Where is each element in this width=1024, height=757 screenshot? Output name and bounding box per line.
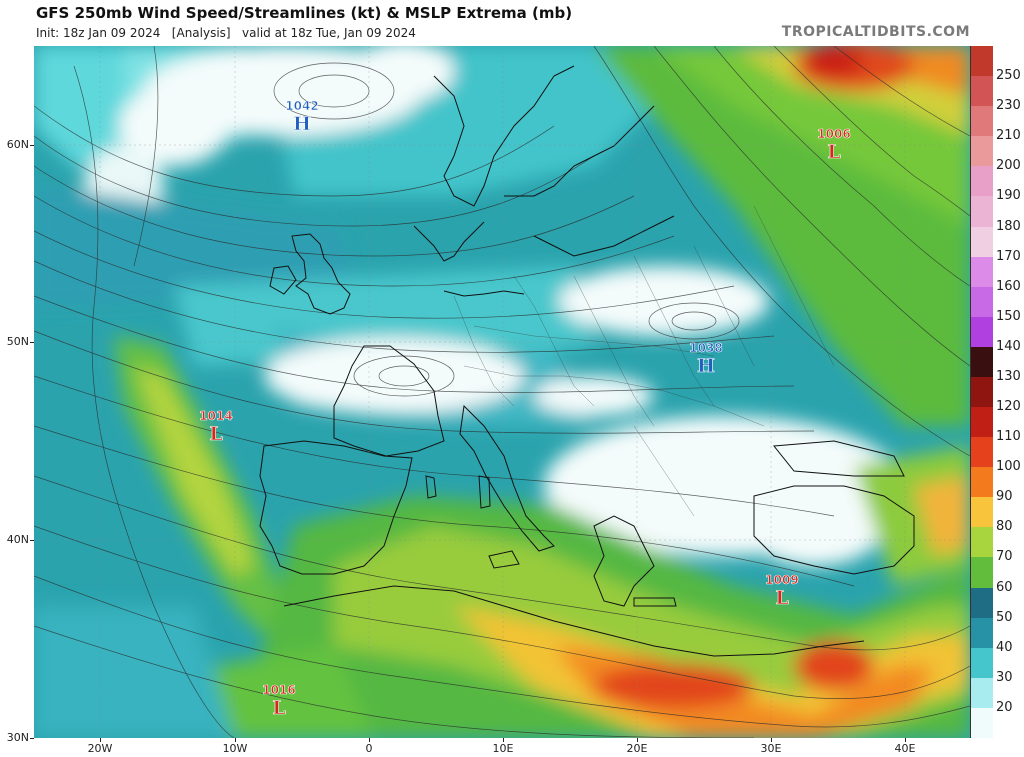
longitude-tick bbox=[771, 738, 772, 742]
latitude-label: 30N bbox=[6, 731, 29, 744]
colorbar-tick-label: 30 bbox=[996, 669, 1013, 685]
colorbar-swatch bbox=[971, 346, 993, 378]
colorbar-tick-label: 60 bbox=[996, 579, 1013, 595]
colorbar-tick-label: 150 bbox=[996, 308, 1021, 324]
latitude-tick bbox=[30, 342, 34, 343]
weather-map: 1042 H 1038 H 1006 L 1014 L 1009 L 1016 L bbox=[34, 46, 970, 738]
source-credit: TROPICALTIDBITS.COM bbox=[781, 24, 970, 40]
colorbar-swatch bbox=[971, 286, 993, 318]
longitude-tick bbox=[100, 738, 101, 742]
colorbar-swatch bbox=[971, 46, 993, 77]
colorbar-swatch bbox=[971, 587, 993, 619]
longitude-label: 20E bbox=[626, 742, 648, 755]
streamlines bbox=[34, 46, 970, 738]
colorbar-tick-label: 170 bbox=[996, 248, 1021, 264]
pressure-value: 1042 bbox=[285, 99, 318, 113]
latitude-tick bbox=[30, 145, 34, 146]
colorbar-tick-label: 130 bbox=[996, 368, 1021, 384]
pressure-type-letter: L bbox=[775, 587, 788, 609]
borders bbox=[453, 205, 835, 517]
latitude-label: 50N bbox=[6, 335, 29, 348]
colorbar-swatch bbox=[971, 647, 993, 679]
longitude-tick bbox=[503, 738, 504, 742]
colorbar-tick-label: 100 bbox=[996, 459, 1021, 475]
latitude-tick bbox=[30, 540, 34, 541]
colorbar-tick-label: 80 bbox=[996, 519, 1013, 535]
colorbar bbox=[970, 46, 993, 739]
colorbar-tick-label: 160 bbox=[996, 278, 1021, 294]
pressure-type-letter: L bbox=[209, 423, 222, 445]
colorbar-tick-label: 230 bbox=[996, 98, 1021, 114]
latitude-label: 60N bbox=[6, 138, 29, 151]
colorbar-swatch bbox=[971, 136, 993, 167]
pressure-value: 1016 bbox=[262, 683, 295, 697]
colorbar-swatch bbox=[971, 226, 993, 258]
chart-title: GFS 250mb Wind Speed/Streamlines (kt) & … bbox=[36, 4, 573, 22]
colorbar-swatch bbox=[971, 677, 993, 709]
longitude-label: 0 bbox=[365, 742, 373, 755]
pressure-type-letter: L bbox=[272, 697, 285, 719]
longitude-tick bbox=[235, 738, 236, 742]
colorbar-swatch bbox=[971, 557, 993, 589]
longitude-label: 10E bbox=[492, 742, 514, 755]
colorbar-swatch bbox=[971, 196, 993, 227]
colorbar-tick-label: 210 bbox=[996, 128, 1021, 144]
coastlines bbox=[259, 65, 915, 657]
colorbar-swatch bbox=[971, 166, 993, 197]
longitude-tick bbox=[905, 738, 906, 742]
colorbar-tick-label: 20 bbox=[996, 699, 1013, 715]
colorbar-tick-label: 190 bbox=[996, 188, 1021, 204]
colorbar-swatch bbox=[971, 407, 993, 438]
pressure-value: 1014 bbox=[199, 409, 232, 423]
colorbar-swatch bbox=[971, 467, 993, 498]
colorbar-swatch bbox=[971, 316, 993, 348]
latitude-tick bbox=[30, 738, 34, 739]
colorbar-swatch bbox=[971, 256, 993, 288]
colorbar-tick-label: 200 bbox=[996, 158, 1021, 174]
colorbar-swatch bbox=[971, 707, 993, 739]
colorbar-tick-label: 90 bbox=[996, 489, 1013, 505]
chart-subtitle: Init: 18z Jan 09 2024 [Analysis] valid a… bbox=[36, 26, 416, 40]
graticule bbox=[34, 46, 970, 738]
colorbar-swatch bbox=[971, 527, 993, 558]
longitude-label: 20W bbox=[87, 742, 113, 755]
colorbar-tick-label: 110 bbox=[996, 429, 1021, 445]
colorbar-tick-label: 50 bbox=[996, 609, 1013, 625]
pressure-value: 1006 bbox=[817, 127, 850, 141]
colorbar-swatch bbox=[971, 617, 993, 649]
colorbar-tick-label: 180 bbox=[996, 218, 1021, 234]
colorbar-swatch bbox=[971, 76, 993, 107]
colorbar-tick-label: 140 bbox=[996, 338, 1021, 354]
latitude-label: 40N bbox=[6, 533, 29, 546]
pressure-type-letter: H bbox=[293, 113, 311, 135]
colorbar-swatch bbox=[971, 497, 993, 528]
colorbar-swatch bbox=[971, 376, 993, 408]
colorbar-swatch bbox=[971, 106, 993, 137]
pressure-type-letter: H bbox=[697, 355, 715, 377]
longitude-label: 10W bbox=[222, 742, 248, 755]
colorbar-tick-label: 70 bbox=[996, 549, 1013, 565]
colorbar-swatch bbox=[971, 437, 993, 468]
longitude-label: 30E bbox=[760, 742, 782, 755]
longitude-label: 40E bbox=[894, 742, 916, 755]
wind-speed-field bbox=[34, 46, 970, 738]
pressure-type-letter: L bbox=[827, 141, 840, 163]
pressure-value: 1038 bbox=[689, 341, 722, 355]
colorbar-tick-label: 250 bbox=[996, 68, 1021, 84]
longitude-tick bbox=[369, 738, 370, 742]
colorbar-tick-label: 120 bbox=[996, 399, 1021, 415]
colorbar-tick-label: 40 bbox=[996, 639, 1013, 655]
pressure-value: 1009 bbox=[765, 573, 798, 587]
longitude-tick bbox=[637, 738, 638, 742]
